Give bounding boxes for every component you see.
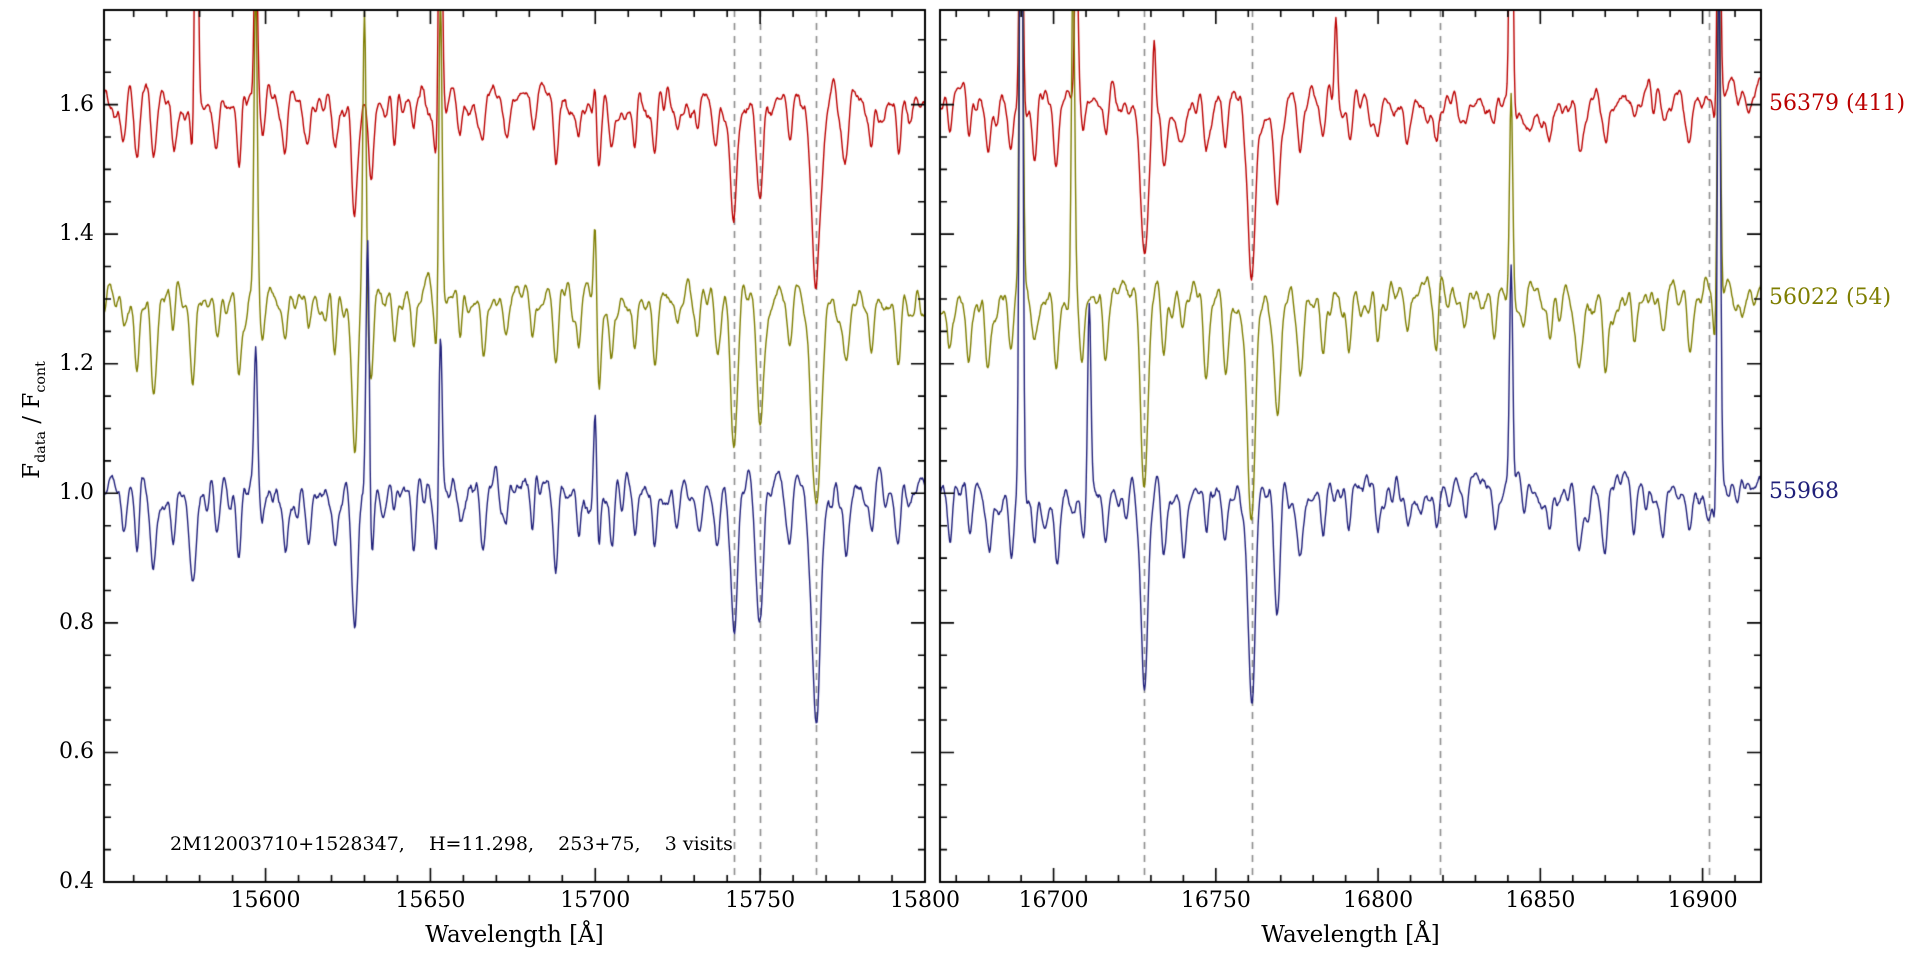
x-tick-label: 15650 [395,888,466,913]
y-axis-title-f: F [19,462,46,479]
x-axis-title-right-panel: Wavelength [Å] [1261,922,1440,948]
x-tick-label: 16750 [1180,888,1251,913]
series-label-56379: 56379 (411) [1769,90,1906,116]
x-tick-label: 15700 [560,888,631,913]
x-tick-label: 16700 [1018,888,1089,913]
y-tick-label: 1.2 [59,350,94,376]
series-label-55968: 55968 [1769,479,1839,505]
y-tick-label: 0.8 [59,609,94,635]
y-tick-label: 0.4 [59,869,94,894]
y-axis-title-sub-data: data [32,431,49,463]
y-tick-label: 1.6 [59,91,94,117]
series-label-56022: 56022 (54) [1769,284,1892,310]
x-tick-label: 15800 [890,888,960,913]
x-tick-label: 16800 [1343,888,1414,913]
y-tick-label: 1.4 [59,221,94,247]
target-annotation: 2M12003710+1528347, H=11.298, 253+75, 3 … [170,833,733,855]
x-tick-label: 15750 [725,888,796,913]
x-tick-label: 16850 [1505,888,1576,913]
y-axis-title-mid: / F [19,392,46,431]
y-tick-label: 0.6 [59,739,94,765]
x-tick-label: 15600 [230,888,301,913]
x-tick-label: 16900 [1667,888,1738,913]
x-axis-title-left-panel: Wavelength [Å] [425,922,604,948]
y-axis-title: Fdata / Fcont [19,361,49,479]
y-tick-label: 1.0 [59,480,94,506]
